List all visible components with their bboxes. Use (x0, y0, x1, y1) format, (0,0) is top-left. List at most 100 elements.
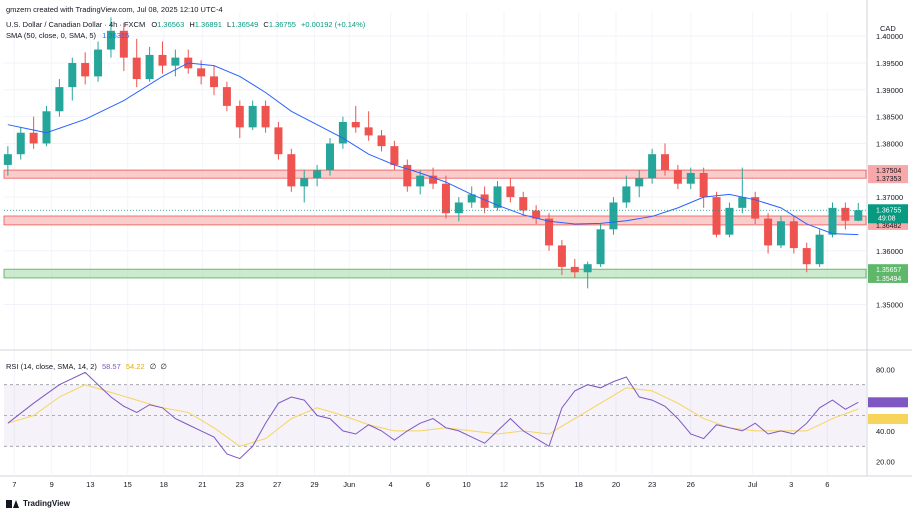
candle-body (519, 197, 528, 211)
ohlc-c-label: C (263, 20, 269, 29)
ohlc-legend: U.S. Dollar / Canadian Dollar · 4h · FXC… (6, 20, 365, 29)
time-tick-label: Jun (343, 480, 355, 489)
candle-body (158, 54, 167, 66)
candle-body (828, 207, 837, 235)
candle-body (570, 266, 579, 273)
candle-body (506, 186, 515, 198)
time-tick-label: 27 (273, 480, 281, 489)
candle-body (248, 105, 257, 128)
tradingview-logo-icon (6, 499, 19, 508)
time-tick-label: 23 (236, 480, 244, 489)
time-tick-label: 21 (198, 480, 206, 489)
zone-label-upper: 1.37504 (876, 168, 901, 175)
candle-body (596, 229, 605, 265)
candle-body (261, 105, 270, 128)
time-tick-label: 12 (500, 480, 508, 489)
time-tick-label: 10 (462, 480, 470, 489)
zone-tag-upper (868, 165, 908, 176)
rsi-tick-label: 40.00 (876, 427, 895, 436)
candle-body (145, 54, 154, 80)
symbol-title[interactable]: U.S. Dollar / Canadian Dollar · 4h · FXC… (6, 20, 146, 29)
rsi-ma-legend-value: 54.22 (125, 362, 145, 371)
sma-layer (7, 62, 859, 236)
candle-body (854, 210, 863, 221)
price-tick-label: 1.36000 (876, 247, 903, 256)
candle-body (390, 146, 399, 165)
candle-body (480, 194, 489, 208)
candle-body (454, 202, 463, 214)
candle-body (648, 154, 657, 179)
candle-body (29, 132, 38, 144)
time-tick-label: 15 (124, 480, 132, 489)
price-tick-label: 1.39000 (876, 86, 903, 95)
last-price-tag (868, 204, 908, 224)
sma-legend[interactable]: SMA (50, close, 0, SMA, 5) 1.36315 (6, 31, 129, 40)
candle-body (493, 186, 502, 208)
ohlc-l-value: 1.36549 (231, 20, 259, 29)
candle-body (313, 170, 322, 179)
zone-tag-upper (868, 264, 908, 275)
sma-legend-label: SMA (50, close, 0, SMA, 5) (6, 31, 97, 40)
rsi-panel (4, 371, 866, 460)
candle-body (583, 264, 592, 273)
candle-body (300, 178, 309, 187)
candle-body (287, 154, 296, 187)
price-grid (4, 12, 866, 474)
zone-tag-lower (868, 173, 908, 184)
candle-body (119, 30, 128, 58)
candle-body (429, 175, 438, 184)
candle-body (789, 221, 798, 249)
time-tick-label: 18 (574, 480, 582, 489)
time-tick-label: 13 (86, 480, 94, 489)
tradingview-logo-text: TradingView (23, 499, 70, 508)
candle-body (197, 68, 206, 77)
candle-body (81, 62, 90, 77)
time-tick-label: 15 (536, 480, 544, 489)
candle-body (94, 49, 103, 77)
candle-body (42, 111, 51, 144)
zone-tag-lower (868, 272, 908, 283)
candle-body (764, 218, 773, 246)
candle-body (545, 218, 554, 246)
ohlc-h-value: 1.36891 (194, 20, 222, 29)
candle-body (699, 172, 708, 198)
ohlc-change: +0.00192 (+0.14%) (301, 20, 366, 29)
ohlc-l-label: L (227, 20, 232, 29)
candle-body (725, 207, 734, 235)
candle-body (841, 207, 850, 221)
rsi-tick-label: 80.00 (876, 365, 895, 374)
candle-body (815, 234, 824, 265)
candle-body (222, 87, 231, 106)
time-tick-label: 4 (388, 480, 392, 489)
ohlc-o-value: 1.36563 (157, 20, 185, 29)
rsi-value-tag (868, 397, 908, 408)
candle-body (738, 197, 747, 208)
candle-body (403, 164, 412, 187)
rsi-legend[interactable]: RSI (14, close, SMA, 14, 2) 58.57 54.22 … (6, 362, 167, 371)
candle-body (776, 221, 785, 246)
zone-label-lower: 1.36482 (876, 223, 901, 230)
candlestick-series (3, 17, 863, 289)
candle-body (106, 30, 115, 50)
candle-body (673, 170, 682, 184)
axes: 1.40000 1.39500 1.39000 1.38500 1.38000 1.370… (0, 0, 912, 489)
candle-body (467, 194, 476, 203)
candle-body (3, 154, 12, 165)
time-tick-label: 3 (789, 480, 793, 489)
time-tick-label: Jul (748, 480, 758, 489)
rsi-legend-extra-2: ∅ (160, 362, 167, 371)
price-tick-label: 1.39500 (876, 59, 903, 68)
currency-label[interactable]: CAD (880, 24, 896, 33)
support-zone (3, 268, 867, 279)
candle-body (171, 57, 180, 66)
price-tick-label: 1.38500 (876, 113, 903, 122)
candle-body (609, 202, 618, 230)
last-price-label: 1.36755 (876, 207, 901, 214)
time-tick-label: 29 (310, 480, 318, 489)
attribution-text: gmzern created with TradingView.com, Jul… (6, 5, 223, 14)
candle-body (557, 245, 566, 267)
ohlc-o-label: O (151, 20, 158, 29)
candle-body (660, 154, 669, 171)
